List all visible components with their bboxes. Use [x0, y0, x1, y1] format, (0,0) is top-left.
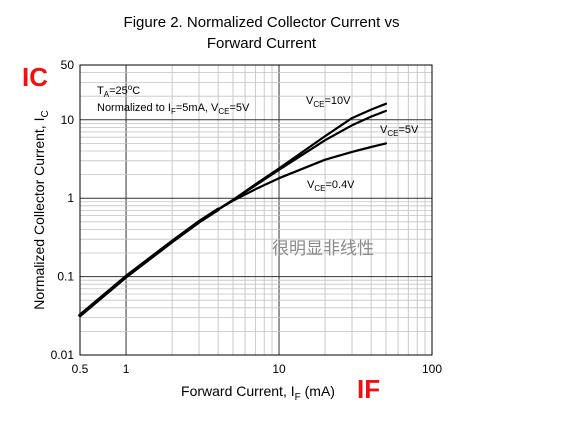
axis-ticks: 0.5 1 10 100 0.01 0.1 1 10 50	[51, 58, 443, 376]
cond2-a: Normalized to I	[97, 102, 171, 114]
y-axis-label: Normalized Collector Current, IC	[31, 110, 51, 309]
chart-title-line-2: Forward Current	[206, 35, 317, 52]
y-tick-label: 0.01	[51, 348, 75, 362]
x-tick-label: 100	[422, 362, 442, 376]
ylabel-main: Normalized Collector Current, I	[31, 118, 47, 310]
plot-frame	[79, 64, 433, 356]
cond1-sup: o	[128, 83, 133, 92]
series-label: VCE=0.4V	[307, 179, 355, 193]
watermark-annotation: 很明显非线性	[272, 239, 374, 259]
x-tick-label: 10	[272, 362, 286, 376]
xlabel-unit: (mA)	[301, 383, 335, 399]
cond1-pre: T	[97, 85, 104, 97]
y-tick-label: 1	[67, 191, 74, 205]
cond2-sub2: CE	[218, 107, 229, 116]
y-tick-label: 0.1	[57, 270, 74, 284]
series-label: VCE=10V	[306, 95, 351, 109]
red-if-annotation: IF	[357, 374, 380, 404]
x-axis-label: Forward Current, IF (mA)	[181, 383, 335, 403]
y-tick-label: 50	[61, 58, 75, 72]
red-ic-annotation: IC	[22, 62, 48, 92]
cond1-post: C	[132, 85, 140, 97]
grid-lines	[80, 65, 432, 355]
cond2-b: =5mA, V	[176, 102, 219, 114]
cond1-sub: A	[104, 90, 110, 99]
cond2-c: =5V	[230, 102, 251, 114]
x-tick-label: 1	[123, 362, 130, 376]
condition-normalization: Normalized to IF=5mA, VCE=5V	[97, 102, 250, 116]
condition-temperature: TA=25oC	[97, 83, 140, 99]
ylabel-sub: C	[40, 110, 51, 117]
cond1-mid: =25	[109, 85, 128, 97]
chart-title-line-1: Figure 2. Normalized Collector Current v…	[123, 14, 400, 31]
xlabel-sub: F	[295, 392, 301, 403]
series-label: VCE=5V	[380, 124, 419, 138]
xlabel-main: Forward Current, I	[181, 383, 295, 399]
series-labels: VCE=10V VCE=5V VCE=0.4V	[306, 95, 419, 193]
y-tick-label: 10	[61, 113, 75, 127]
series-line-overlap	[78, 207, 220, 318]
cond2-sub1: F	[171, 107, 176, 116]
series-group	[78, 102, 387, 318]
x-tick-label: 0.5	[72, 362, 89, 376]
